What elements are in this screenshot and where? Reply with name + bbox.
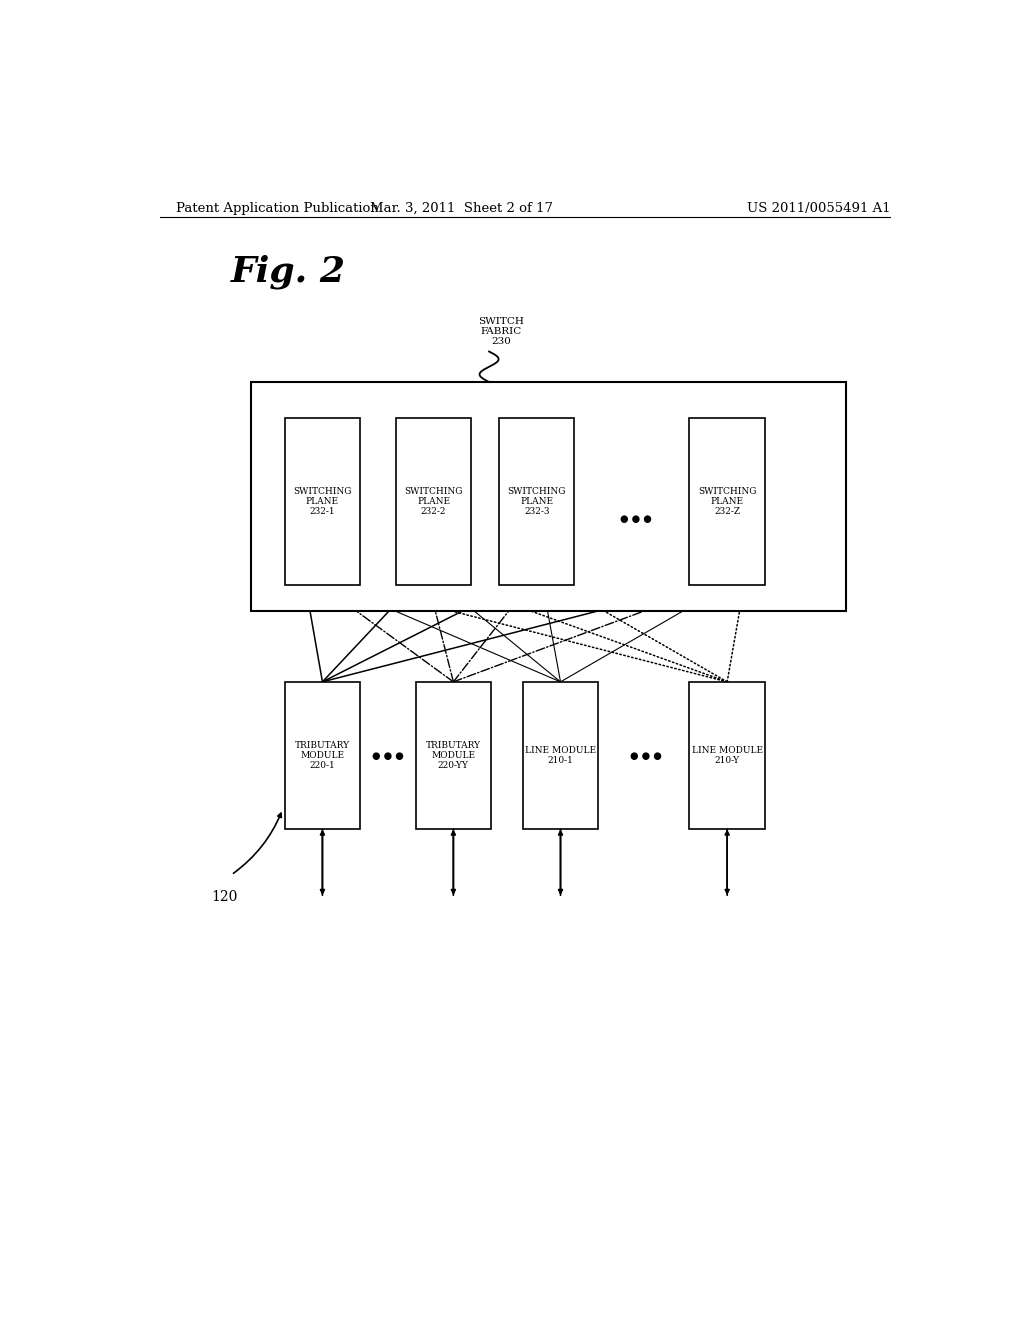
Text: ● ● ●: ● ● ● (630, 751, 662, 762)
Text: SWITCHING
PLANE
232-Z: SWITCHING PLANE 232-Z (698, 487, 757, 516)
Bar (396, 417, 471, 585)
Bar (251, 381, 846, 611)
Text: 120: 120 (211, 890, 238, 904)
Text: TRIBUTARY
MODULE
220-YY: TRIBUTARY MODULE 220-YY (426, 741, 481, 771)
Bar (285, 417, 360, 585)
Bar (416, 682, 492, 829)
Text: Patent Application Publication: Patent Application Publication (176, 202, 379, 215)
Bar (285, 682, 360, 829)
Text: SWITCHING
PLANE
232-1: SWITCHING PLANE 232-1 (293, 487, 351, 516)
Text: Mar. 3, 2011  Sheet 2 of 17: Mar. 3, 2011 Sheet 2 of 17 (370, 202, 553, 215)
Bar (523, 682, 598, 829)
Bar (689, 682, 765, 829)
Text: SWITCHING
PLANE
232-3: SWITCHING PLANE 232-3 (508, 487, 566, 516)
Text: LINE MODULE
210-1: LINE MODULE 210-1 (525, 746, 596, 766)
Text: TRIBUTARY
MODULE
220-1: TRIBUTARY MODULE 220-1 (295, 741, 350, 771)
Bar (499, 417, 574, 585)
Text: SWITCHING
PLANE
232-2: SWITCHING PLANE 232-2 (404, 487, 463, 516)
Text: US 2011/0055491 A1: US 2011/0055491 A1 (748, 202, 891, 215)
Text: Fig. 2: Fig. 2 (231, 255, 346, 289)
Text: SWITCH
FABRIC
230: SWITCH FABRIC 230 (478, 317, 524, 346)
Text: ● ● ●: ● ● ● (620, 515, 652, 524)
Text: LINE MODULE
210-Y: LINE MODULE 210-Y (691, 746, 763, 766)
Text: ● ● ●: ● ● ● (373, 751, 404, 762)
Bar (689, 417, 765, 585)
FancyArrowPatch shape (233, 813, 282, 874)
